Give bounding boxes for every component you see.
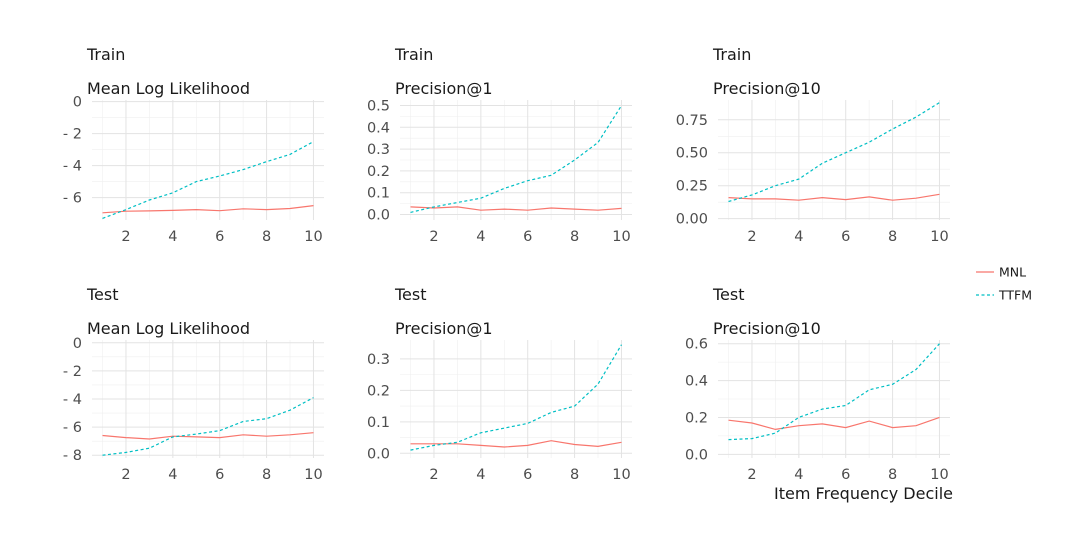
y-tick-label: - 2	[63, 364, 82, 380]
legend-label-mnl: MNL	[999, 265, 1026, 280]
panel-test-1: Test Mean Log Likelihood 0 - 2 - 4 - 6 - 8 2 4 6 8…	[63, 285, 324, 483]
x-tick-label: 10	[304, 229, 322, 245]
x-tick-label: 10	[304, 467, 322, 483]
panel-title: Test	[712, 285, 745, 304]
y-tick-label: 0.25	[676, 179, 708, 195]
series-line-mnl	[728, 193, 940, 201]
x-tick-label: 8	[570, 229, 579, 245]
x-tick-label: 8	[888, 467, 897, 483]
panel-subtitle: Precision@1	[395, 79, 493, 98]
x-tick-label: 2	[429, 467, 438, 483]
y-tick-label: 0.0	[685, 447, 708, 463]
x-tick-label: 6	[523, 467, 532, 483]
panel-train-1: Train Mean Log Likelihood 0 - 2 - 4 - 6 2 4 6 8 10	[63, 45, 324, 245]
legend-label-ttfm: TTFM	[998, 288, 1032, 303]
y-tick-label: 0.2	[367, 383, 390, 399]
panel-title: Test	[86, 285, 119, 304]
x-tick-label: 10	[930, 467, 948, 483]
y-tick-label: 0.2	[685, 410, 708, 426]
y-tick-label: 0.50	[676, 146, 708, 162]
y-tick-label: 0.4	[367, 120, 390, 136]
x-tick-label: 6	[523, 229, 532, 245]
x-tick-label: 2	[747, 229, 756, 245]
legend: MNL TTFM	[976, 265, 1032, 303]
y-tick-label: - 2	[63, 127, 82, 143]
x-tick-label: 8	[570, 467, 579, 483]
panel-title: Train	[712, 45, 751, 64]
series-line-mnl	[102, 432, 314, 440]
x-tick-label: 6	[841, 229, 850, 245]
x-tick-label: 10	[930, 229, 948, 245]
series-line-ttfm	[410, 344, 623, 451]
y-tick-label: 0.3	[367, 352, 390, 368]
y-tick-label: - 6	[63, 420, 82, 436]
y-tick-label: 0.2	[367, 164, 390, 180]
series-line-mnl	[410, 206, 622, 211]
panel-title: Train	[86, 45, 125, 64]
y-tick-label: 0.3	[367, 142, 390, 158]
x-axis-title: Item Frequency Decile	[774, 484, 953, 503]
panel-test-2: Test Precision@1 0.0 0.1 0.2 0.3 2 4 6 8 10	[367, 285, 632, 483]
x-tick-label: 4	[168, 467, 177, 483]
series-line-ttfm	[410, 105, 623, 213]
y-tick-label: 0.6	[685, 337, 708, 353]
series-line-ttfm	[728, 343, 940, 441]
x-tick-label: 6	[841, 467, 850, 483]
x-tick-label: 2	[121, 229, 130, 245]
y-tick-label: - 6	[63, 191, 82, 207]
x-tick-label: 8	[888, 229, 897, 245]
y-tick-label: 0.4	[685, 374, 708, 390]
y-tick-label: 0	[73, 336, 82, 352]
panel-train-3: Train Precision@10 0.00 0.25 0.50 0.75 2 4 6 8 10	[676, 45, 950, 245]
y-tick-label: - 4	[63, 159, 82, 175]
y-tick-label: 0.0	[367, 446, 390, 462]
x-tick-label: 6	[215, 467, 224, 483]
x-tick-label: 4	[476, 467, 485, 483]
y-tick-label: 0.75	[676, 113, 708, 129]
x-tick-label: 4	[476, 229, 485, 245]
series-line-mnl	[102, 205, 314, 214]
series-line-ttfm	[728, 102, 940, 203]
x-tick-label: 2	[121, 467, 130, 483]
series-line-mnl	[410, 440, 622, 448]
y-tick-label: 0.1	[367, 415, 390, 431]
y-tick-label: 0	[73, 95, 82, 111]
panel-subtitle: Precision@10	[713, 319, 821, 338]
x-tick-label: 10	[612, 229, 630, 245]
panel-subtitle: Mean Log Likelihood	[87, 319, 250, 338]
y-tick-label: 0.5	[367, 98, 390, 114]
y-tick-label: 0.0	[367, 208, 390, 224]
panel-subtitle: Precision@1	[395, 319, 493, 338]
y-tick-label: - 8	[63, 448, 82, 464]
x-tick-label: 8	[262, 467, 271, 483]
series-line-ttfm	[102, 397, 314, 456]
x-tick-label: 10	[612, 467, 630, 483]
panel-subtitle: Mean Log Likelihood	[87, 79, 250, 98]
x-tick-label: 4	[794, 467, 803, 483]
x-tick-label: 8	[262, 229, 271, 245]
y-tick-label: 0.00	[676, 212, 708, 228]
x-tick-label: 2	[429, 229, 438, 245]
x-tick-label: 4	[168, 229, 177, 245]
y-tick-label: - 4	[63, 392, 82, 408]
x-tick-label: 6	[215, 229, 224, 245]
panel-title: Test	[394, 285, 427, 304]
series-line-ttfm	[102, 141, 314, 219]
y-tick-label: 0.1	[367, 186, 390, 202]
panel-train-2: Train Precision@1 0.0 0.1 0.2 0.3 0.4 0.5 2 4 6 8 10	[367, 45, 632, 245]
panel-subtitle: Precision@10	[713, 79, 821, 98]
x-tick-label: 2	[747, 467, 756, 483]
panel-title: Train	[394, 45, 433, 64]
x-tick-label: 4	[794, 229, 803, 245]
series-line-mnl	[728, 416, 940, 431]
panel-test-3: Test Precision@10 0.0 0.2 0.4 0.6 2 4 6 8 10	[685, 285, 950, 483]
